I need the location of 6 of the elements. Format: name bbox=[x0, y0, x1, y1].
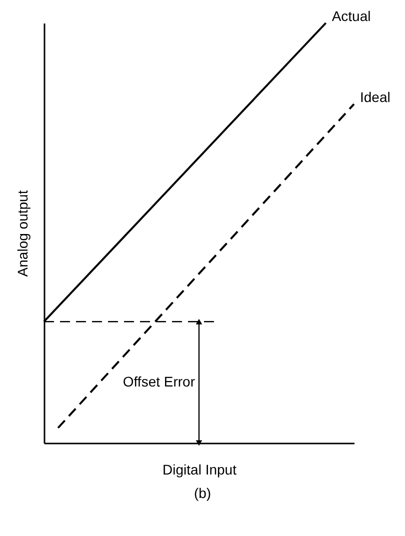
text: (b) bbox=[192, 485, 212, 501]
series-label: Actual bbox=[332, 8, 371, 24]
x-axis-title: Digital Input bbox=[162, 462, 237, 478]
y-axis-title: Analog output bbox=[14, 190, 30, 277]
series-label: Ideal bbox=[360, 89, 390, 106]
annotation: Offset Error bbox=[122, 373, 196, 390]
